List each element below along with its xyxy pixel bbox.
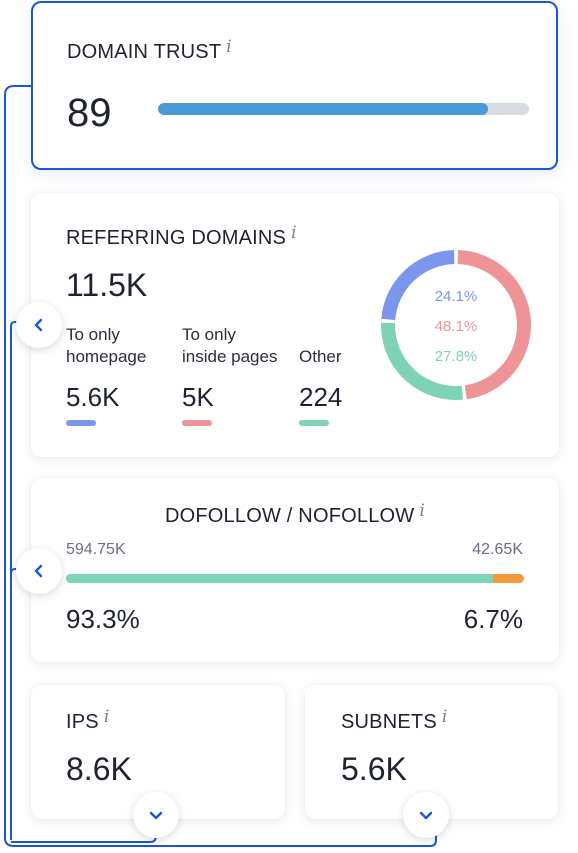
referring-domains-collapse-button[interactable] xyxy=(16,302,62,348)
dofollow-bar xyxy=(66,574,524,583)
info-icon[interactable]: i xyxy=(226,37,232,57)
other-segment xyxy=(381,322,463,400)
nofollow-count: 42.65K xyxy=(472,541,523,558)
subnets-value: 5.6K xyxy=(341,751,407,787)
dofollow-percent: 93.3% xyxy=(66,604,140,634)
referring-domains-card: REFERRING DOMAINS i 11.5K To only homepag… xyxy=(31,193,559,457)
domain-trust-value: 89 xyxy=(67,91,112,135)
chevron-down-icon xyxy=(419,811,433,820)
chevron-left-icon xyxy=(34,564,43,578)
homepage-segment xyxy=(381,250,455,321)
domain-trust-card: DOMAIN TRUST i 89 xyxy=(31,1,558,170)
domain-trust-progress-track xyxy=(158,103,529,115)
domain-trust-progress-fill xyxy=(158,103,489,115)
dofollow-collapse-button[interactable] xyxy=(16,548,62,594)
nofollow-percent: 6.7% xyxy=(463,604,523,634)
info-icon[interactable]: i xyxy=(291,223,297,243)
subnets-expand-button[interactable] xyxy=(403,792,449,838)
dofollow-count: 594.75K xyxy=(66,541,126,558)
subnets-title: SUBNETS i xyxy=(341,707,448,733)
other-legend-bar xyxy=(299,420,329,426)
referring-domains-total: 11.5K xyxy=(66,267,148,303)
homepage-label: To only homepage xyxy=(66,325,147,366)
domain-trust-title: DOMAIN TRUST i xyxy=(67,37,232,63)
other-share: 27.8% xyxy=(435,348,478,365)
homepage-share: 24.1% xyxy=(435,288,478,305)
dofollow-card: DOFOLLOW / NOFOLLOW i 594.75K 42.65K 93.3… xyxy=(31,478,559,662)
homepage-legend-bar xyxy=(66,420,96,426)
chevron-left-icon xyxy=(34,318,43,332)
inside-pages-share: 48.1% xyxy=(435,318,478,335)
inside-pages-value: 5K xyxy=(182,382,214,412)
referring-domains-donut: 24.1% 48.1% 27.8% xyxy=(381,250,531,400)
inside-pages-legend-bar xyxy=(182,420,212,426)
other-value: 224 xyxy=(299,382,343,412)
info-icon[interactable]: i xyxy=(103,707,110,727)
ips-title: IPS i xyxy=(66,707,110,733)
other-label: Other xyxy=(299,347,342,366)
ips-value: 8.6K xyxy=(66,751,132,787)
homepage-value: 5.6K xyxy=(66,382,120,412)
dofollow-bar-fill xyxy=(66,574,494,583)
info-icon[interactable]: i xyxy=(441,707,448,727)
inside-pages-segment xyxy=(457,250,531,400)
chevron-down-icon xyxy=(149,811,163,820)
dofollow-title: DOFOLLOW / NOFOLLOW i xyxy=(164,501,426,527)
info-icon[interactable]: i xyxy=(419,501,426,521)
ips-expand-button[interactable] xyxy=(133,792,179,838)
referring-domains-title: REFERRING DOMAINS i xyxy=(66,223,297,249)
inside-pages-label: To only inside pages xyxy=(182,325,278,366)
